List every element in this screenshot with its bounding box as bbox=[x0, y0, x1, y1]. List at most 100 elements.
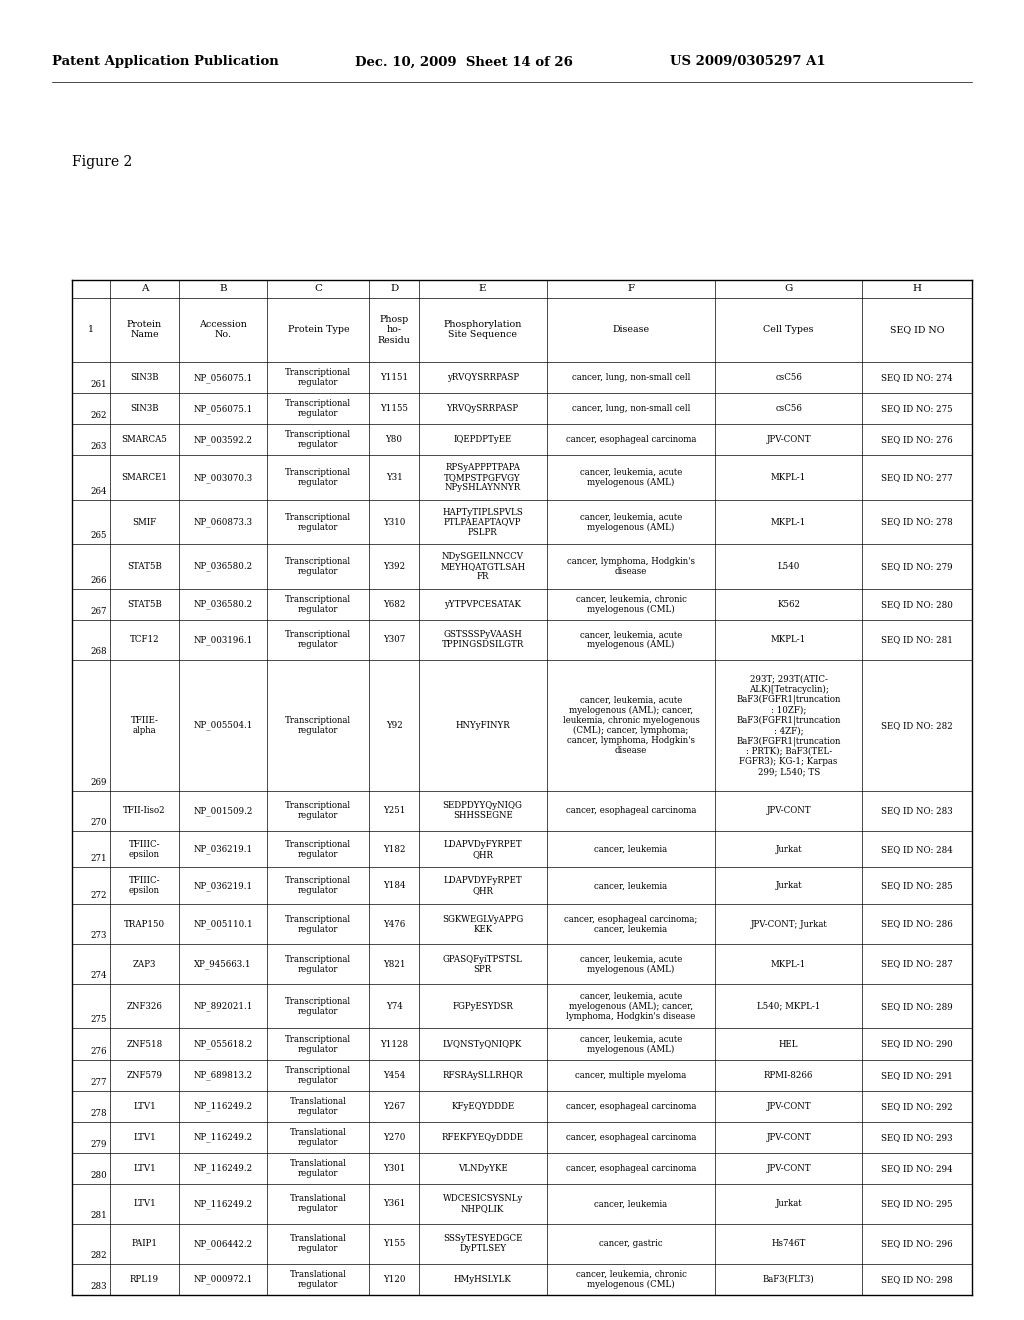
Text: JPV-CONT: JPV-CONT bbox=[766, 1133, 811, 1142]
Text: SEQ ID NO: 286: SEQ ID NO: 286 bbox=[882, 920, 953, 928]
Text: 279: 279 bbox=[90, 1140, 106, 1148]
Text: 283: 283 bbox=[90, 1282, 106, 1291]
Text: cancer, leukemia: cancer, leukemia bbox=[594, 1200, 668, 1208]
Text: Transcriptional
regulator: Transcriptional regulator bbox=[286, 715, 351, 735]
Text: SEQ ID NO: 293: SEQ ID NO: 293 bbox=[882, 1133, 952, 1142]
Text: E: E bbox=[479, 284, 486, 293]
Text: HMyHSLYLK: HMyHSLYLK bbox=[454, 1275, 512, 1284]
Text: cancer, gastric: cancer, gastric bbox=[599, 1239, 663, 1249]
Text: GSTSSSPyVAASH
TPPINGSDSILGTR: GSTSSSPyVAASH TPPINGSDSILGTR bbox=[441, 630, 524, 649]
Text: cancer, leukemia, acute
myelogenous (AML): cancer, leukemia, acute myelogenous (AML… bbox=[580, 630, 682, 649]
Text: Transcriptional
regulator: Transcriptional regulator bbox=[286, 801, 351, 820]
Text: LDAPVDyFYRPET
QHR: LDAPVDyFYRPET QHR bbox=[443, 840, 522, 858]
Text: Accession
No.: Accession No. bbox=[199, 321, 247, 339]
Text: Dec. 10, 2009  Sheet 14 of 26: Dec. 10, 2009 Sheet 14 of 26 bbox=[355, 55, 572, 69]
Text: TFIIIC-
epsilon: TFIIIC- epsilon bbox=[129, 840, 160, 858]
Text: Translational
regulator: Translational regulator bbox=[290, 1195, 347, 1213]
Text: SEQ ID NO: 295: SEQ ID NO: 295 bbox=[882, 1200, 953, 1208]
Text: 264: 264 bbox=[90, 487, 106, 496]
Text: JPV-CONT: JPV-CONT bbox=[766, 436, 811, 445]
Text: SEDPDYYQyNIQG
SHHSSEGNE: SEDPDYYQyNIQG SHHSSEGNE bbox=[442, 801, 522, 820]
Text: ZAP3: ZAP3 bbox=[133, 960, 157, 969]
Text: csC56: csC56 bbox=[775, 374, 802, 383]
Text: Y270: Y270 bbox=[383, 1133, 406, 1142]
Text: 270: 270 bbox=[90, 818, 106, 826]
Text: STAT5B: STAT5B bbox=[127, 562, 162, 572]
Text: RPSyAPPPTPAPA
TQMPSTPGFVGY
NPySHLAYNNYR: RPSyAPPPTPAPA TQMPSTPGFVGY NPySHLAYNNYR bbox=[444, 463, 521, 492]
Text: Y251: Y251 bbox=[383, 807, 406, 816]
Text: SSSyTESYEDGCE
DyPTLSEY: SSSyTESYEDGCE DyPTLSEY bbox=[443, 1234, 522, 1254]
Text: ZNF326: ZNF326 bbox=[127, 1002, 163, 1011]
Text: Hs746T: Hs746T bbox=[771, 1239, 806, 1249]
Text: csC56: csC56 bbox=[775, 404, 802, 413]
Text: STAT5B: STAT5B bbox=[127, 599, 162, 609]
Text: Transcriptional
regulator: Transcriptional regulator bbox=[286, 430, 351, 449]
Text: SEQ ID NO: 282: SEQ ID NO: 282 bbox=[882, 721, 953, 730]
Text: cancer, lung, non-small cell: cancer, lung, non-small cell bbox=[571, 374, 690, 383]
Text: Cell Types: Cell Types bbox=[764, 326, 814, 334]
Text: Phosp
ho-
Residu: Phosp ho- Residu bbox=[378, 315, 411, 345]
Text: Y476: Y476 bbox=[383, 920, 406, 928]
Text: 281: 281 bbox=[90, 1210, 106, 1220]
Text: Y310: Y310 bbox=[383, 517, 406, 527]
Text: 269: 269 bbox=[90, 777, 106, 787]
Text: SEQ ID NO: 298: SEQ ID NO: 298 bbox=[882, 1275, 953, 1284]
Text: NDySGEILNNCCV
MEYHQATGTLSAH
FR: NDySGEILNNCCV MEYHQATGTLSAH FR bbox=[440, 552, 525, 581]
Text: cancer, esophageal carcinoma: cancer, esophageal carcinoma bbox=[565, 436, 696, 445]
Text: Transcriptional
regulator: Transcriptional regulator bbox=[286, 1065, 351, 1085]
Text: Figure 2: Figure 2 bbox=[72, 154, 132, 169]
Text: HEL: HEL bbox=[779, 1040, 799, 1048]
Text: B: B bbox=[219, 284, 227, 293]
Text: Transcriptional
regulator: Transcriptional regulator bbox=[286, 915, 351, 933]
Text: SGKWEGLVyAPPG
KEK: SGKWEGLVyAPPG KEK bbox=[442, 915, 523, 933]
Text: LTV1: LTV1 bbox=[133, 1133, 156, 1142]
Text: TFIIE-
alpha: TFIIE- alpha bbox=[130, 715, 159, 735]
Text: Jurkat: Jurkat bbox=[775, 845, 802, 854]
Text: Transcriptional
regulator: Transcriptional regulator bbox=[286, 512, 351, 532]
Text: cancer, multiple myeloma: cancer, multiple myeloma bbox=[575, 1071, 686, 1080]
Text: SEQ ID NO: 274: SEQ ID NO: 274 bbox=[882, 374, 953, 383]
Text: Transcriptional
regulator: Transcriptional regulator bbox=[286, 469, 351, 487]
Text: Disease: Disease bbox=[612, 326, 649, 334]
Text: NP_005504.1: NP_005504.1 bbox=[194, 721, 253, 730]
Text: Y155: Y155 bbox=[383, 1239, 406, 1249]
Text: 275: 275 bbox=[90, 1015, 106, 1024]
Text: Y120: Y120 bbox=[383, 1275, 406, 1284]
Text: Transcriptional
regulator: Transcriptional regulator bbox=[286, 997, 351, 1016]
Text: cancer, leukemia: cancer, leukemia bbox=[594, 882, 668, 890]
Text: 272: 272 bbox=[90, 891, 106, 900]
Text: Y92: Y92 bbox=[386, 721, 402, 730]
Text: cancer, esophageal carcinoma: cancer, esophageal carcinoma bbox=[565, 1133, 696, 1142]
Text: cancer, esophageal carcinoma: cancer, esophageal carcinoma bbox=[565, 807, 696, 816]
Text: C: C bbox=[314, 284, 323, 293]
Text: L540; MKPL-1: L540; MKPL-1 bbox=[757, 1002, 820, 1011]
Text: SEQ ID NO: 290: SEQ ID NO: 290 bbox=[882, 1040, 953, 1048]
Text: NP_036580.2: NP_036580.2 bbox=[194, 562, 253, 572]
Text: Y361: Y361 bbox=[383, 1200, 406, 1208]
Text: cancer, leukemia, acute
myelogenous (AML); cancer,
leukemia, chronic myelogenous: cancer, leukemia, acute myelogenous (AML… bbox=[562, 696, 699, 755]
Text: GPASQFyiTPSTSL
SPR: GPASQFyiTPSTSL SPR bbox=[442, 954, 522, 974]
Text: NP_116249.2: NP_116249.2 bbox=[194, 1101, 253, 1111]
Text: cancer, esophageal carcinoma;
cancer, leukemia: cancer, esophageal carcinoma; cancer, le… bbox=[564, 915, 697, 933]
Text: Jurkat: Jurkat bbox=[775, 1200, 802, 1208]
Text: RPL19: RPL19 bbox=[130, 1275, 159, 1284]
Text: Y1128: Y1128 bbox=[380, 1040, 409, 1048]
Text: YRVQySRRPASP: YRVQySRRPASP bbox=[446, 404, 519, 413]
Text: ZNF518: ZNF518 bbox=[126, 1040, 163, 1048]
Text: cancer, leukemia, acute
myelogenous (AML): cancer, leukemia, acute myelogenous (AML… bbox=[580, 512, 682, 532]
Text: D: D bbox=[390, 284, 398, 293]
Text: Y301: Y301 bbox=[383, 1164, 406, 1173]
Text: 265: 265 bbox=[90, 531, 106, 540]
Text: SIN3B: SIN3B bbox=[130, 404, 159, 413]
Text: WDCESICSYSNLy
NHPQLIK: WDCESICSYSNLy NHPQLIK bbox=[442, 1195, 523, 1213]
Text: cancer, leukemia, chronic
myelogenous (CML): cancer, leukemia, chronic myelogenous (C… bbox=[575, 595, 686, 614]
Text: 273: 273 bbox=[90, 931, 106, 940]
Text: NP_055618.2: NP_055618.2 bbox=[194, 1039, 253, 1049]
Text: 271: 271 bbox=[90, 854, 106, 863]
Text: NP_005110.1: NP_005110.1 bbox=[194, 919, 253, 929]
Text: SEQ ID NO: 289: SEQ ID NO: 289 bbox=[882, 1002, 953, 1011]
Text: 263: 263 bbox=[90, 442, 106, 451]
Text: NP_003070.3: NP_003070.3 bbox=[194, 473, 253, 483]
Text: RPMI-8266: RPMI-8266 bbox=[764, 1071, 813, 1080]
Text: 262: 262 bbox=[90, 412, 106, 420]
